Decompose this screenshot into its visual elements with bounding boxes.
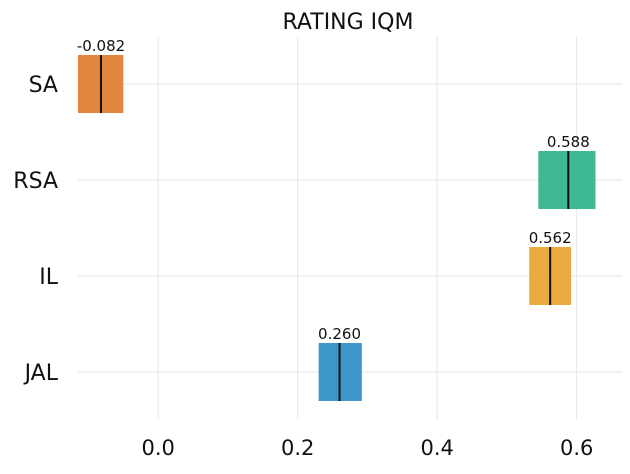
x-tick-label: 0.6 <box>560 436 593 460</box>
category-label: JAL <box>23 361 59 386</box>
label-layer: 0.0 0.2 0.4 0.6 -0.082 SA 0.588 RSA 0.562 IL 0.260… <box>13 37 593 460</box>
bar-layer <box>78 55 596 401</box>
interval-bar <box>538 151 596 209</box>
category-label: SA <box>29 73 58 98</box>
chart-title: RATING IQM <box>283 10 414 35</box>
value-label: -0.082 <box>77 37 125 55</box>
category-label: RSA <box>13 169 58 194</box>
x-tick-label: 0.4 <box>420 436 453 460</box>
category-label: IL <box>39 265 58 290</box>
x-tick-label: 0.2 <box>281 436 314 460</box>
grid-layer <box>78 36 622 420</box>
x-tick-label: 0.0 <box>142 436 175 460</box>
value-label: 0.588 <box>547 133 590 151</box>
value-label: 0.260 <box>318 325 361 343</box>
value-label: 0.562 <box>529 229 572 247</box>
